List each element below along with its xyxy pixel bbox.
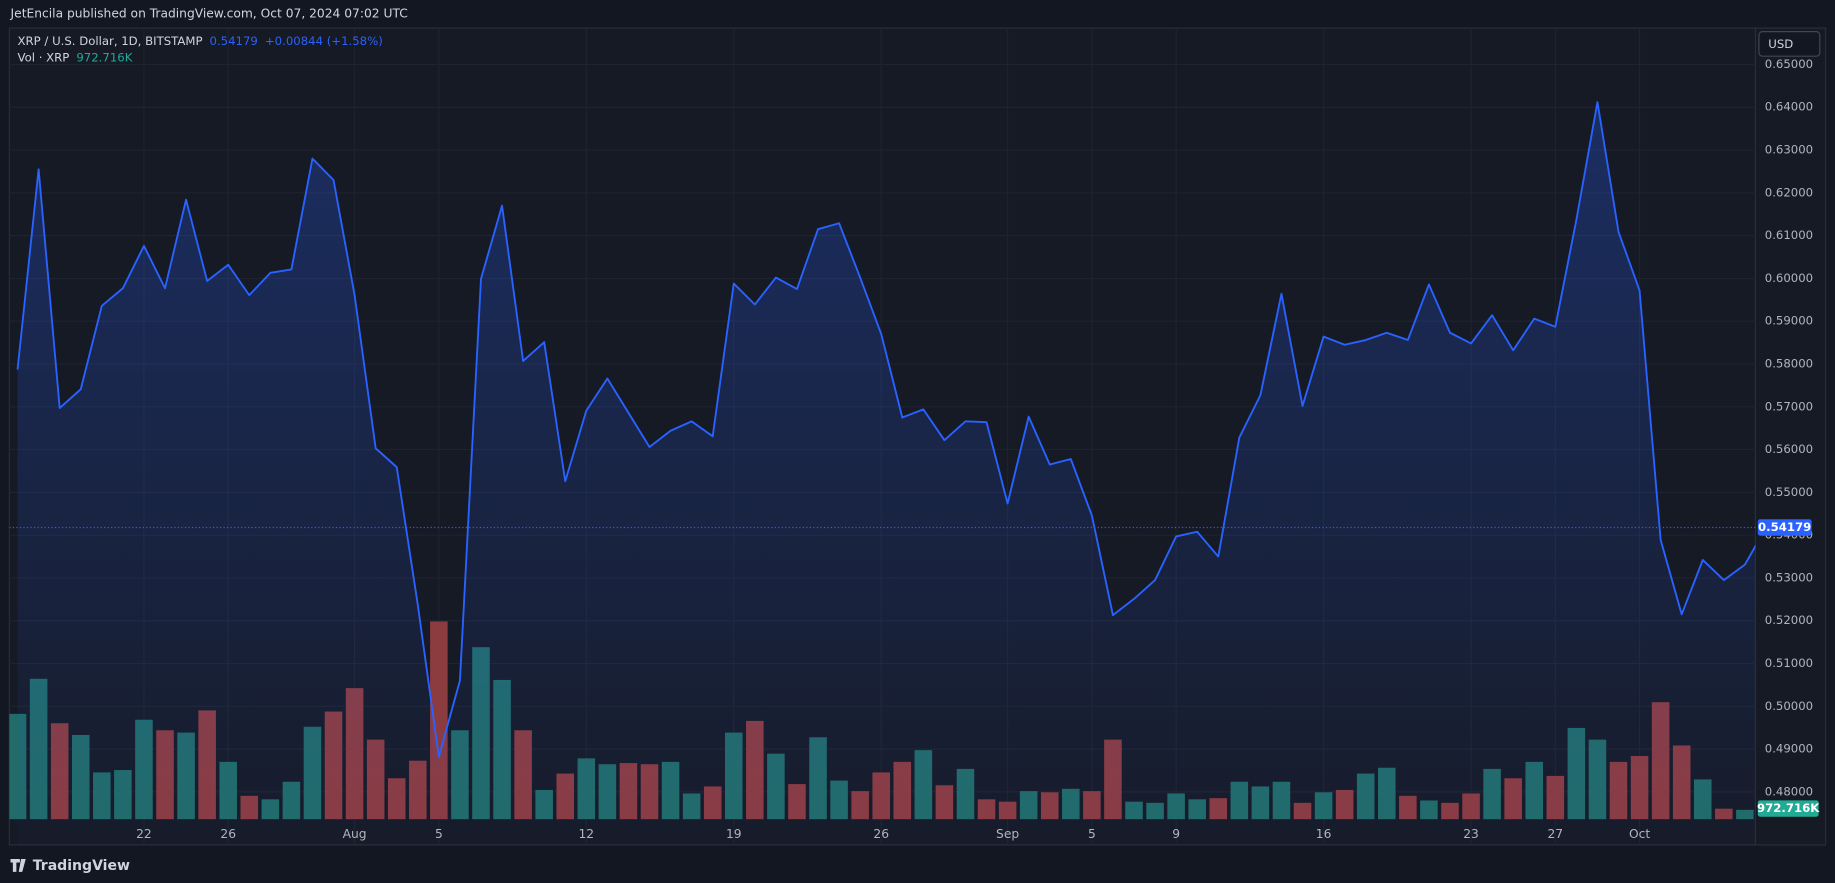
y-tick-label: 0.59000: [1765, 314, 1813, 328]
y-tick-label: 0.52000: [1765, 613, 1813, 627]
legend-price: XRP / U.S. Dollar, 1D, BITSTAMP 0.54179 +0…: [18, 33, 383, 47]
volume-value-label: 972.716K: [1757, 801, 1820, 815]
legend-symbol: XRP / U.S. Dollar, 1D, BITSTAMP: [18, 33, 203, 47]
x-tick-label: 19: [726, 827, 742, 841]
x-tick-label: 5: [435, 827, 443, 841]
y-tick-label: 0.55000: [1765, 485, 1813, 499]
y-tick-label: 0.56000: [1765, 442, 1813, 456]
y-tick-label: 0.64000: [1765, 100, 1813, 114]
y-tick-label: 0.51000: [1765, 656, 1813, 670]
currency-button[interactable]: [1758, 31, 1821, 57]
y-tick-label: 0.49000: [1765, 742, 1813, 756]
x-tick-label: 16: [1316, 827, 1332, 841]
x-tick-label: 9: [1172, 827, 1180, 841]
price-line: [16, 101, 1756, 758]
legend-volume-value: 972.716K: [76, 50, 132, 64]
y-tick-label: 0.63000: [1765, 143, 1813, 157]
last-price-box: [1757, 519, 1812, 536]
y-tick-label: 0.57000: [1765, 399, 1813, 413]
x-tick-label: 26: [220, 827, 236, 841]
x-tick-label: 22: [136, 827, 152, 841]
last-price-label: 0.54179: [1758, 520, 1811, 534]
y-tick-label: 0.62000: [1765, 185, 1813, 199]
y-tick-label: 0.53000: [1765, 570, 1813, 584]
legend-volume-name: Vol · XRP: [18, 50, 70, 64]
y-tick-label: 0.60000: [1765, 271, 1813, 285]
logo-icon: [10, 858, 26, 872]
y-tick-label: 0.65000: [1765, 57, 1813, 71]
x-tick-label: Oct: [1629, 827, 1650, 841]
y-tick-label: 0.58000: [1765, 356, 1813, 370]
legend-change: +0.00844 (+1.58%): [265, 33, 383, 47]
y-tick-label: 0.48000: [1765, 784, 1813, 798]
x-tick-label: Sep: [996, 827, 1019, 841]
legend-last: 0.54179: [210, 33, 258, 47]
x-tick-label: 26: [873, 827, 889, 841]
y-tick-label: 0.61000: [1765, 228, 1813, 242]
price-area: [17, 102, 1756, 845]
legend-volume: Vol · XRP 972.716K: [18, 50, 133, 64]
x-tick-label: 23: [1463, 827, 1479, 841]
footer-logo: TradingView: [33, 858, 130, 874]
volume-value-box: [1757, 800, 1819, 817]
x-tick-label: 12: [579, 827, 595, 841]
x-tick-label: 5: [1088, 827, 1096, 841]
currency-label[interactable]: USD: [1768, 37, 1793, 51]
y-tick-label: 0.50000: [1765, 699, 1813, 713]
x-tick-label: 27: [1547, 827, 1563, 841]
publish-header: JetEncila published on TradingView.com, …: [10, 7, 408, 21]
x-tick-label: Aug: [343, 827, 367, 841]
